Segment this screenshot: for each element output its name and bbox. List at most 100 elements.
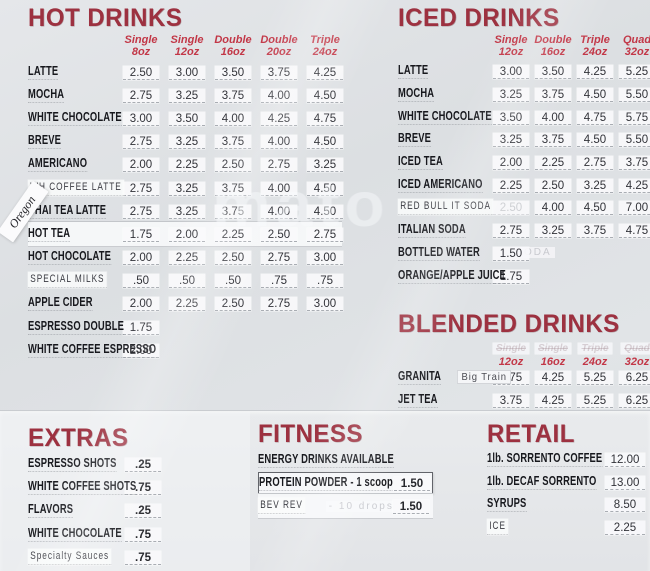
item-name-cell: Specialty Sauces [28, 549, 118, 566]
price-value: 2.00 [123, 251, 159, 266]
item-name: SPECIAL MILKS [28, 272, 107, 289]
column-header-row: Single 8oz Single 12oz Double 16oz Double 20oz T… [28, 32, 342, 58]
price-value: 3.00 [307, 251, 343, 266]
column-header-size: 24oz [312, 45, 338, 58]
price-value: 3.75 [493, 393, 529, 408]
price-cell: 2.25 [605, 518, 645, 536]
item-name-cell: WHITE COFFEE ESPRESSO [28, 342, 157, 358]
price-value: 2.75 [577, 156, 613, 171]
item-name: FLAVORS [28, 502, 74, 519]
column-header-size: 16oz [540, 356, 566, 368]
price-value: 2.25 [169, 297, 205, 312]
price-value: 4.25 [535, 393, 571, 408]
retail-section: RETAIL 1lb. SORRENTO COFFEE 12.00 1lb. DEC… [487, 420, 647, 538]
price-cell: 6.25 [616, 368, 650, 386]
blended-drinks-title: BLENDED DRINKS [398, 310, 620, 339]
price-value: 3.25 [307, 158, 343, 173]
column-header-label: Double [260, 33, 298, 46]
menu-row: BEV REV - 10 drops 1.50 [258, 494, 433, 518]
price-cell: 4.00 [532, 198, 574, 216]
price-cell: 2.50 [490, 198, 532, 216]
column-header: Quad 32oz [616, 34, 650, 58]
item-name-cell: WHITE COFFEE SHOTS [28, 479, 137, 496]
ghost-text: - 10 drops [325, 500, 397, 512]
price-cell: 2.50 [118, 63, 164, 81]
price-value: 5.25 [619, 65, 650, 80]
price-cell: 3.75 [616, 153, 650, 171]
item-name: GRANITA [398, 369, 442, 386]
price-value: .50 [215, 274, 251, 289]
price-value: 2.75 [493, 224, 529, 239]
column-header: Double 16oz [210, 34, 256, 58]
column-header-label: Single [494, 33, 528, 46]
column-header-size: 12oz [498, 356, 524, 368]
price-cell: 3.50 [164, 109, 210, 127]
price-cell: 2.25 [210, 225, 256, 243]
column-header-size: 16oz [540, 45, 566, 58]
extras-section: EXTRAS ESPRESSO SHOTS .25 WHITE COFFEE SHO… [28, 424, 250, 569]
item-subname: Big Train [457, 370, 512, 385]
price-cell: 2.75 [256, 294, 302, 312]
price-value: 2.00 [123, 343, 159, 358]
price-cell: 2.25 [164, 155, 210, 173]
item-name: WHITE COFFEE SHOTS [28, 479, 137, 496]
price-value: 4.25 [261, 111, 297, 126]
item-name: RED BULL IT SODA [398, 199, 494, 216]
price-value: 4.75 [577, 110, 613, 125]
price-value: 4.25 [619, 178, 650, 193]
price-cell: 2.25 [490, 176, 532, 194]
item-name: SYRUPS [487, 496, 527, 513]
menu-rows: ENERGY DRINKS AVAILABLE PROTEIN POWDER - … [258, 448, 433, 518]
price-cell: 3.25 [164, 179, 210, 197]
price-cell: 3.75 [210, 202, 256, 220]
price-cell: 4.25 [532, 391, 574, 409]
price-value: 3.50 [493, 110, 529, 125]
price-cell: 5.25 [574, 368, 616, 386]
price-cell: 2.25 [164, 294, 210, 312]
price-cell: 3.50 [532, 62, 574, 80]
price-cell: 12.00 [605, 450, 645, 468]
price-cell: 4.75 [616, 221, 650, 239]
column-header-label: Quad [621, 343, 650, 354]
item-name-cell: WHITE CHOCOLATE [398, 109, 492, 125]
price-cell: 3.75 [210, 86, 256, 104]
item-name-cell: ICE [487, 519, 605, 536]
item-name-cell: MOCHA [28, 87, 118, 103]
item-name: WHITE CHOCOLATE [28, 525, 122, 542]
column-header: Single 16oz [532, 338, 574, 368]
price-cell: .50 [164, 271, 210, 289]
price-cell: .25 [118, 455, 168, 473]
price-value: 3.75 [215, 88, 251, 103]
item-name-cell: AMERICANO [28, 156, 118, 173]
price-value: 3.50 [169, 111, 205, 126]
price-value: .25 [125, 457, 161, 472]
blended-drinks-section: BLENDED DRINKS Single 12oz Single 16oz Tripl… [398, 310, 650, 411]
price-value: 13.00 [605, 475, 645, 490]
price-cell: 4.25 [574, 62, 616, 80]
column-header: Triple 24oz [302, 34, 348, 58]
menu-row: ICED TEA 2.00 2.25 2.75 3.75 [398, 151, 650, 174]
price-value: 1.50 [394, 477, 430, 491]
column-header: Single 12oz [164, 34, 210, 58]
item-name: WHITE COFFEE ESPRESSO [28, 341, 157, 358]
price-value: 2.75 [123, 88, 159, 103]
item-name: Specialty Sauces [28, 549, 112, 566]
price-value: 4.25 [535, 371, 571, 386]
price-value: 2.25 [215, 227, 251, 242]
price-value: 3.50 [215, 65, 251, 80]
item-name-cell: BREVE [398, 131, 490, 148]
price-cell: 5.25 [574, 391, 616, 409]
item-name: ICE [487, 519, 509, 536]
price-value: 2.75 [123, 135, 159, 150]
price-cell: .75 [302, 271, 348, 289]
price-value: 1.75 [123, 227, 159, 242]
price-value: 3.50 [535, 65, 571, 80]
price-cell: .75 [118, 478, 168, 496]
menu-row: WHITE CHOCOLATE 3.50 4.00 4.75 5.75 [398, 105, 650, 128]
price-value: 7.00 [619, 201, 650, 216]
item-name-cell: SYRUPS [487, 496, 605, 513]
menu-row: Specialty Sauces .75 [28, 546, 250, 569]
price-cell: 1.50 [490, 244, 532, 262]
price-value: 3.75 [619, 156, 650, 171]
